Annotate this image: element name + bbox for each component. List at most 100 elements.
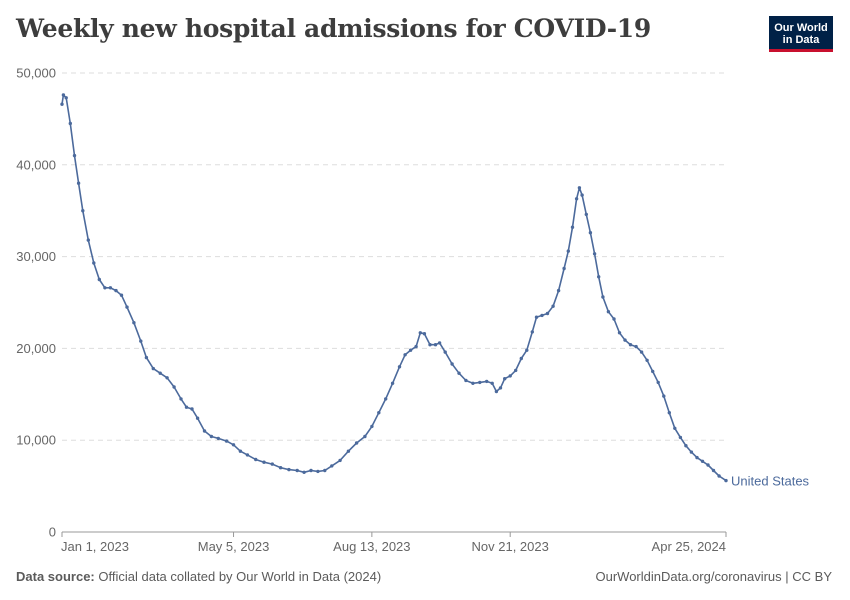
- data-point: [270, 462, 274, 466]
- data-point: [195, 416, 200, 420]
- data-point: [316, 469, 320, 474]
- data-point: [144, 355, 149, 360]
- data-point: [437, 341, 442, 345]
- data-point: [503, 377, 507, 381]
- data-point: [623, 338, 627, 342]
- data-point: [76, 181, 81, 185]
- data-point: [346, 449, 351, 453]
- data-point: [577, 186, 582, 190]
- data-source-note: Data source: Official data collated by O…: [16, 569, 381, 584]
- data-point: [530, 330, 534, 334]
- data-point: [224, 439, 229, 443]
- data-point: [262, 460, 266, 464]
- y-tick-label: 30,000: [16, 249, 56, 264]
- data-point: [574, 197, 579, 201]
- data-point: [588, 231, 593, 235]
- data-point: [165, 376, 169, 380]
- data-point: [390, 381, 395, 385]
- data-point: [338, 458, 342, 463]
- data-point: [471, 381, 475, 385]
- data-point: [689, 450, 694, 454]
- owid-logo[interactable]: Our World in Data: [769, 16, 833, 52]
- data-source-label: Data source:: [16, 569, 95, 584]
- data-point: [508, 374, 512, 378]
- grid-layer: [62, 72, 726, 441]
- series-layer: [60, 93, 728, 483]
- data-point: [408, 348, 413, 352]
- data-point: [724, 478, 728, 483]
- source-link[interactable]: OurWorldinData.org/coronavirus | CC BY: [595, 569, 832, 584]
- data-point: [667, 411, 671, 415]
- data-point: [519, 356, 523, 361]
- data-point: [601, 295, 605, 299]
- data-point: [634, 344, 638, 349]
- data-point: [139, 339, 143, 343]
- data-point: [700, 459, 705, 463]
- data-point: [443, 350, 447, 354]
- data-point: [72, 153, 77, 158]
- data-point: [278, 466, 283, 470]
- data-point: [172, 385, 176, 389]
- x-tick-label: Aug 13, 2023: [333, 539, 410, 554]
- data-point: [684, 444, 688, 448]
- data-point: [639, 350, 644, 354]
- data-point: [678, 435, 683, 440]
- data-point: [457, 371, 461, 375]
- data-point: [60, 102, 64, 106]
- data-point: [514, 368, 518, 373]
- data-point: [295, 468, 299, 473]
- data-point: [302, 470, 306, 474]
- data-point: [606, 310, 611, 314]
- series-line: [61, 94, 727, 482]
- data-point: [397, 365, 402, 369]
- data-point: [695, 455, 699, 460]
- data-point: [673, 426, 677, 430]
- data-point: [202, 429, 207, 433]
- data-point: [125, 305, 129, 309]
- data-point: [231, 443, 236, 447]
- data-point: [580, 193, 584, 197]
- data-point: [377, 411, 381, 415]
- data-point: [179, 397, 183, 401]
- data-point: [584, 212, 588, 217]
- data-point: [485, 379, 489, 384]
- data-point: [119, 293, 124, 297]
- data-point: [190, 407, 194, 411]
- data-point: [114, 288, 118, 293]
- data-point: [158, 371, 162, 375]
- data-point: [184, 405, 189, 409]
- data-point: [433, 343, 438, 347]
- axis-layer: 0 10,000 20,000 30,000 40,000 50,000 Jan 1, 20…: [16, 66, 727, 554]
- data-point: [498, 386, 503, 390]
- data-point: [628, 343, 633, 347]
- data-point: [428, 343, 432, 347]
- y-tick-label: 40,000: [16, 157, 56, 172]
- x-tick-label: Nov 21, 2023: [472, 539, 549, 554]
- data-point: [592, 252, 597, 256]
- data-point: [61, 93, 66, 97]
- data-point: [662, 394, 666, 398]
- data-point: [494, 389, 499, 394]
- data-point: [545, 311, 550, 316]
- logo-line-1: Our World: [774, 21, 828, 34]
- y-tick-label: 10,000: [16, 433, 56, 448]
- data-point: [612, 317, 616, 321]
- x-tick-label: May 5, 2023: [198, 539, 270, 554]
- data-point: [464, 378, 468, 383]
- data-point: [354, 441, 359, 445]
- data-point: [566, 249, 570, 253]
- line-chart: 0 10,000 20,000 30,000 40,000 50,000 Jan 1, 20…: [16, 66, 810, 555]
- data-point: [450, 362, 454, 366]
- data-point: [562, 266, 566, 271]
- data-point: [363, 434, 367, 439]
- data-point: [597, 275, 601, 279]
- data-point: [68, 121, 73, 126]
- data-point: [245, 453, 250, 457]
- x-tick-label: Apr 25, 2024: [652, 539, 726, 554]
- label-layer: United States: [731, 474, 810, 489]
- data-point: [384, 397, 388, 401]
- data-point: [706, 463, 710, 467]
- data-point: [64, 96, 68, 100]
- data-point: [108, 286, 113, 290]
- data-point: [422, 332, 427, 336]
